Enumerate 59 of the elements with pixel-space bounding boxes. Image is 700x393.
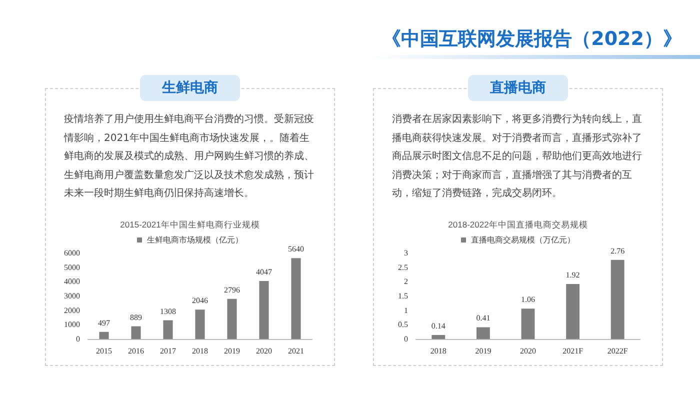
x-tick-label: 2018 — [430, 346, 446, 356]
x-tick-label: 2021F — [562, 346, 584, 356]
x-tick-label: 2022F — [607, 346, 628, 356]
legend-label: 直播电商交易规模（万亿元） — [471, 236, 575, 244]
data-label: 2046 — [192, 296, 208, 306]
data-label: 1308 — [160, 306, 176, 316]
y-tick-label: 4000 — [64, 277, 80, 286]
bar — [227, 298, 237, 339]
data-label: 5640 — [288, 244, 304, 254]
y-tick-label: 2 — [404, 277, 408, 286]
bar — [521, 308, 535, 339]
bar — [432, 334, 446, 339]
y-tick-label: 3 — [404, 248, 408, 258]
bar — [610, 260, 624, 339]
data-label: 889 — [130, 312, 142, 322]
bar — [476, 327, 490, 339]
text: 消费者在居家因素影响下，将更多消费行为转向线上，直播电商获得快速发展。对于消费者而言，直播形式弥补了商品展示时图文信息不足的问题，帮助他们更高效地进行消费决策；对于商家而言，直播增强了其与消费者的互动，缩短了消费链路，完成交易闭环。 — [392, 112, 642, 201]
bar — [195, 310, 205, 339]
bar — [99, 332, 109, 339]
data-label: 0.14 — [431, 321, 446, 330]
data-label: 2.76 — [610, 246, 625, 256]
x-tick-label: 2015 — [96, 346, 112, 356]
data-label: 1.92 — [566, 270, 580, 280]
x-tick-label: 2020 — [520, 346, 536, 356]
chart-subtitle: 直播电商 — [468, 75, 568, 101]
y-tick-label: 2.5 — [398, 262, 408, 272]
y-tick-label: 0.5 — [398, 320, 408, 330]
y-tick-label: 5000 — [64, 262, 80, 272]
data-label: 1.06 — [521, 295, 535, 304]
chart-title: 2018-2022年中国直播电商交易规模 — [448, 220, 588, 230]
y-tick-label: 1000 — [64, 320, 80, 330]
x-tick-label: 2019 — [224, 346, 240, 356]
data-label: 0.41 — [476, 314, 490, 323]
bar — [566, 284, 580, 339]
x-tick-label: 2016 — [128, 346, 144, 356]
bar — [163, 320, 173, 339]
x-tick-label: 2021 — [288, 346, 304, 356]
x-tick-label: 2019 — [475, 346, 492, 356]
bar — [291, 258, 301, 339]
y-tick-label: 2000 — [64, 306, 80, 315]
y-tick-label: 6000 — [64, 248, 80, 258]
data-label: 497 — [98, 318, 110, 328]
y-tick-label: 0 — [76, 334, 80, 344]
y-tick-label: 1 — [404, 306, 408, 315]
data-label: 4047 — [256, 267, 272, 276]
x-tick-label: 2020 — [256, 346, 272, 356]
legend-label: 生鲜电商市场规模（亿元） — [147, 236, 243, 244]
y-tick-label: 1.5 — [398, 292, 408, 300]
x-tick-label: 2018 — [192, 346, 208, 356]
chart-subtitle: 生鲜电商 — [140, 75, 240, 101]
y-tick-label: 0 — [404, 334, 408, 344]
data-label: 2796 — [224, 285, 240, 294]
bar — [131, 326, 141, 339]
chart-title: 2015-2021年中国生鲜电商行业规模 — [120, 220, 260, 230]
text: 《中国互联网发展报告（2022）》 — [382, 27, 682, 52]
x-tick-label: 2017 — [160, 346, 176, 356]
text: 疫情培养了用户使用生鲜电商平台消费的习惯。受新冠疫情影响，2021年中国生鲜电商市场快速发展，。随着生鲜电商的发展及模式的成熟、用户网购生鲜习惯的养成、生鲜电商用户覆盖数量愈发广泛以及技术愈发成熟，预计未来一段时期生鲜电商仍旧保持高速增长。 — [64, 112, 314, 201]
bar — [259, 280, 269, 339]
y-tick-label: 3000 — [64, 292, 80, 300]
